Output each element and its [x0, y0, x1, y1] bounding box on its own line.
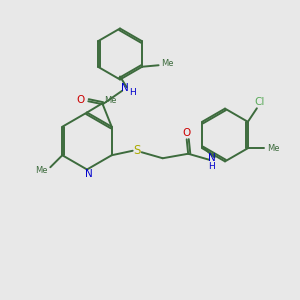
Text: Me: Me — [267, 144, 280, 153]
Text: H: H — [208, 162, 215, 171]
Text: O: O — [76, 95, 84, 105]
Text: Me: Me — [104, 96, 117, 105]
Text: N: N — [85, 169, 92, 179]
Text: Cl: Cl — [255, 97, 265, 107]
Text: Me: Me — [35, 166, 48, 175]
Text: S: S — [134, 144, 141, 157]
Text: H: H — [129, 88, 136, 97]
Text: N: N — [121, 83, 128, 93]
Text: Me: Me — [161, 59, 173, 68]
Text: O: O — [183, 128, 191, 138]
Text: N: N — [208, 153, 216, 163]
